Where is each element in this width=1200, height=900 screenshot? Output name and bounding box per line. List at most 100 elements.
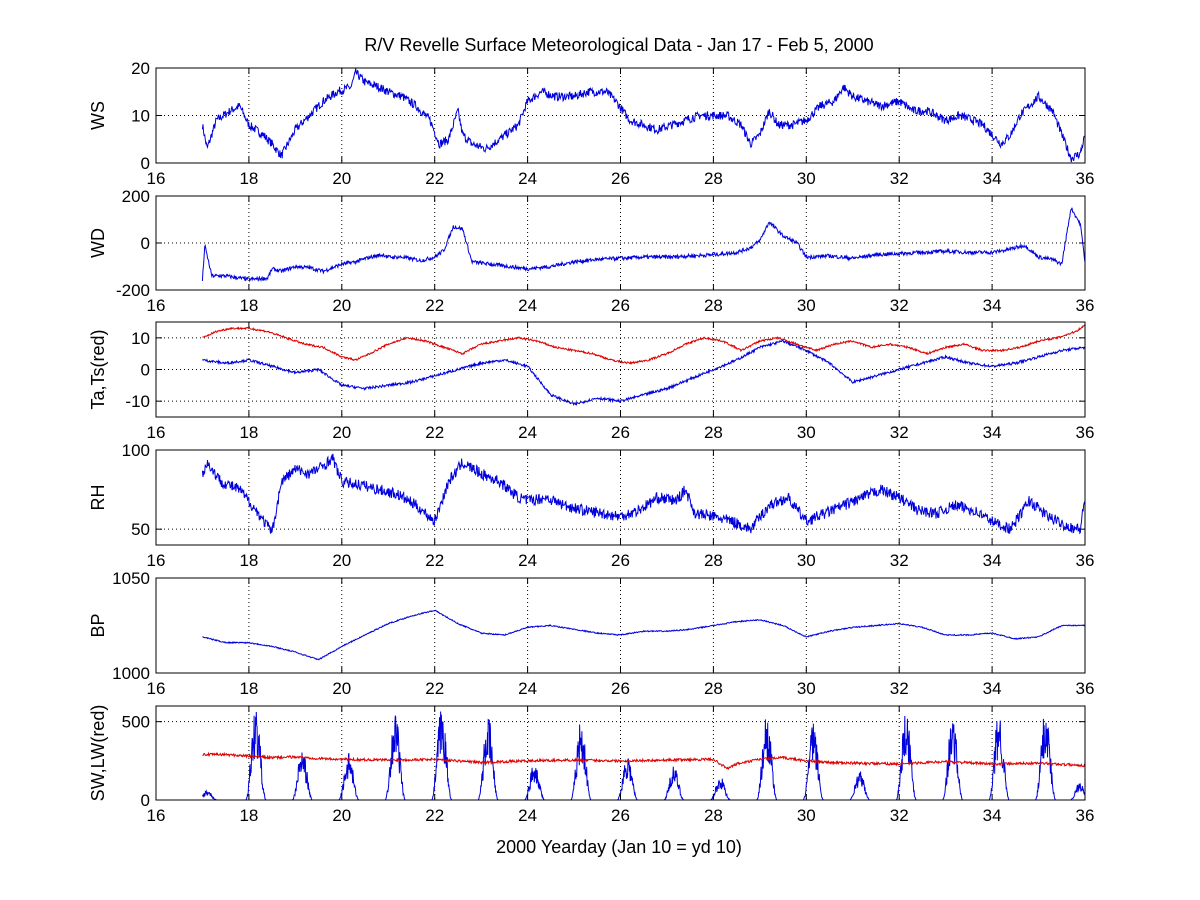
x-tick-label: 20 — [332, 169, 351, 188]
panel-2: 16 18 20 22 24 26 28 30 32 34 36 -200 0 200 WD — [88, 187, 1094, 315]
series-line-1 — [202, 609, 1085, 661]
x-tick-label: 28 — [704, 296, 723, 315]
panel-6: 16 18 20 22 24 26 28 30 32 34 36 0 500 SW,LW(red) — [88, 705, 1094, 825]
x-tick-label: 28 — [704, 423, 723, 442]
x-tick-label: 22 — [425, 679, 444, 698]
y-axis-label: BP — [88, 613, 108, 637]
y-tick-label: 0 — [141, 234, 150, 253]
y-tick-label: 100 — [122, 441, 150, 460]
panels: 16 18 20 22 24 26 28 30 32 34 36 0 10 20 WS 16 18 20 22 24 2… — [88, 59, 1094, 825]
x-tick-label: 28 — [704, 806, 723, 825]
y-axis-label: RH — [88, 485, 108, 511]
x-tick-label: 34 — [983, 806, 1002, 825]
y-tick-label: 10 — [131, 107, 150, 126]
x-tick-label: 30 — [797, 551, 816, 570]
figure-title: R/V Revelle Surface Meteorological Data … — [364, 35, 873, 55]
x-tick-label: 32 — [890, 551, 909, 570]
series-group — [202, 324, 1085, 407]
x-tick-label: 26 — [611, 679, 630, 698]
y-axis-label: WS — [88, 101, 108, 130]
series-group — [201, 68, 1085, 163]
series-line-1 — [201, 68, 1085, 163]
x-tick-label: 30 — [797, 423, 816, 442]
x-tick-label: 34 — [983, 169, 1002, 188]
x-tick-label: 16 — [147, 169, 166, 188]
x-tick-label: 32 — [890, 806, 909, 825]
x-tick-label: 34 — [983, 679, 1002, 698]
x-tick-label: 30 — [797, 679, 816, 698]
y-tick-label: -200 — [116, 281, 150, 300]
x-tick-label: 24 — [518, 423, 537, 442]
y-tick-label: 0 — [141, 154, 150, 173]
y-tick-label: 50 — [131, 520, 150, 539]
x-tick-label: 26 — [611, 806, 630, 825]
x-tick-label: 36 — [1076, 679, 1095, 698]
y-axis-label: SW,LW(red) — [88, 705, 108, 802]
x-tick-label: 26 — [611, 296, 630, 315]
series-group — [201, 453, 1085, 535]
x-tick-label: 26 — [611, 423, 630, 442]
series-line-1 — [201, 453, 1085, 535]
x-tick-label: 24 — [518, 806, 537, 825]
series-line-1 — [202, 339, 1085, 407]
x-tick-label: 36 — [1076, 169, 1095, 188]
x-tick-label: 20 — [332, 423, 351, 442]
x-tick-label: 30 — [797, 296, 816, 315]
x-tick-label: 22 — [425, 423, 444, 442]
y-tick-label: 1050 — [112, 569, 150, 588]
x-axis-label: 2000 Yearday (Jan 10 = yd 10) — [496, 837, 742, 857]
x-tick-label: 32 — [890, 679, 909, 698]
x-tick-label: 22 — [425, 296, 444, 315]
x-tick-label: 18 — [239, 296, 258, 315]
x-tick-label: 26 — [611, 551, 630, 570]
y-axis-label: WD — [88, 228, 108, 258]
x-tick-label: 34 — [983, 296, 1002, 315]
x-tick-label: 28 — [704, 551, 723, 570]
x-tick-label: 20 — [332, 806, 351, 825]
x-tick-label: 28 — [704, 679, 723, 698]
panel-1: 16 18 20 22 24 26 28 30 32 34 36 0 10 20 WS — [88, 59, 1094, 188]
y-tick-label: 200 — [122, 187, 150, 206]
y-tick-label: 10 — [131, 329, 150, 348]
y-tick-label: 500 — [122, 713, 150, 732]
series-line-1 — [201, 207, 1085, 283]
x-tick-label: 30 — [797, 169, 816, 188]
x-tick-label: 20 — [332, 551, 351, 570]
panel-3: 16 18 20 22 24 26 28 30 32 34 36 -10 0 10 Ta,Ts(red) — [88, 321, 1095, 442]
x-tick-label: 16 — [147, 806, 166, 825]
y-tick-label: 1000 — [112, 664, 150, 683]
x-tick-label: 36 — [1076, 296, 1095, 315]
x-tick-label: 24 — [518, 296, 537, 315]
x-tick-label: 24 — [518, 551, 537, 570]
panel-5: 16 18 20 22 24 26 28 30 32 34 36 1000 1050 BP — [88, 569, 1094, 698]
x-tick-label: 28 — [704, 169, 723, 188]
y-tick-label: 20 — [131, 59, 150, 78]
x-tick-label: 22 — [425, 551, 444, 570]
series-group — [201, 207, 1085, 283]
x-tick-label: 16 — [147, 679, 166, 698]
x-tick-label: 18 — [239, 679, 258, 698]
x-tick-label: 22 — [425, 806, 444, 825]
x-tick-label: 36 — [1076, 551, 1095, 570]
x-tick-label: 32 — [890, 423, 909, 442]
panel-4: 16 18 20 22 24 26 28 30 32 34 36 50 100 RH — [88, 441, 1094, 570]
x-tick-label: 36 — [1076, 806, 1095, 825]
series-group — [201, 711, 1085, 800]
x-tick-label: 18 — [239, 806, 258, 825]
x-tick-label: 16 — [147, 423, 166, 442]
y-tick-label: 0 — [141, 791, 150, 810]
y-tick-label: -10 — [125, 392, 150, 411]
y-tick-label: 0 — [141, 361, 150, 380]
x-tick-label: 24 — [518, 169, 537, 188]
x-tick-label: 32 — [890, 169, 909, 188]
x-tick-label: 18 — [239, 551, 258, 570]
x-tick-label: 32 — [890, 296, 909, 315]
series-group — [202, 609, 1085, 661]
x-tick-label: 36 — [1076, 423, 1095, 442]
x-tick-label: 16 — [147, 551, 166, 570]
x-tick-label: 22 — [425, 169, 444, 188]
x-tick-label: 20 — [332, 296, 351, 315]
x-tick-label: 30 — [797, 806, 816, 825]
x-tick-label: 24 — [518, 679, 537, 698]
